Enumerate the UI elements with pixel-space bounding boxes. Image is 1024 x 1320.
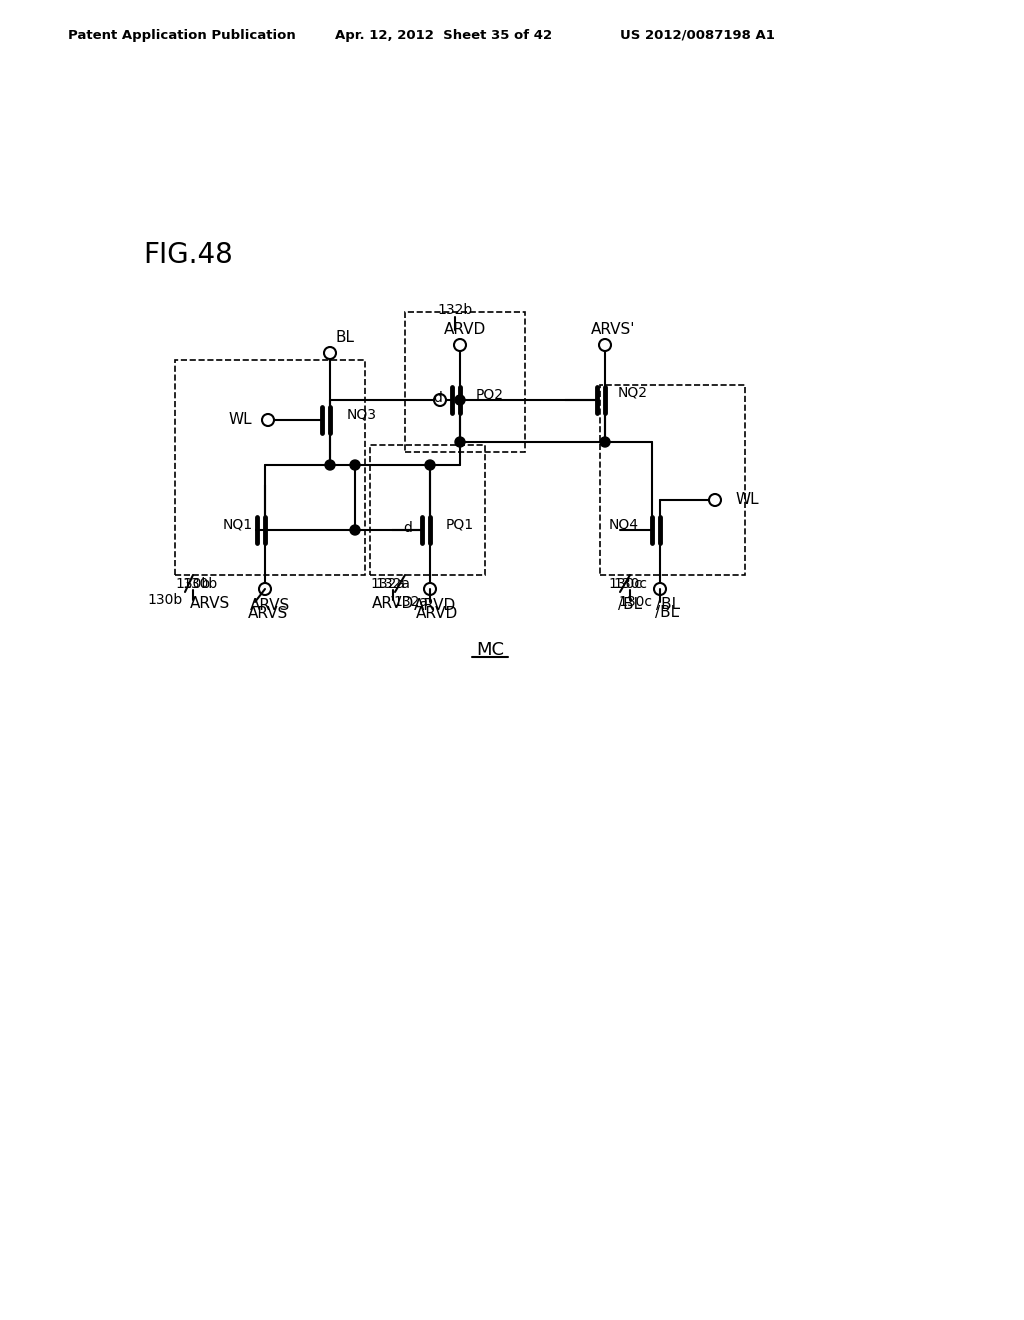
Text: 130c: 130c: [613, 577, 647, 591]
Bar: [370, 445, 485, 576]
Text: /BL: /BL: [656, 598, 680, 612]
Text: ARVS': ARVS': [591, 322, 635, 338]
Text: ARVS: ARVS: [189, 597, 230, 611]
Text: MC: MC: [476, 642, 504, 659]
Circle shape: [325, 459, 335, 470]
Text: PQ1: PQ1: [445, 517, 474, 532]
Text: ARVD: ARVD: [414, 598, 456, 612]
Text: NQ1: NQ1: [223, 517, 253, 532]
Text: ARVD: ARVD: [372, 597, 414, 611]
Bar: [175, 360, 365, 576]
Bar: [600, 385, 745, 576]
Text: FIG.48: FIG.48: [143, 242, 232, 269]
Text: Patent Application Publication: Patent Application Publication: [68, 29, 296, 41]
Bar: [406, 312, 525, 451]
Text: 132a: 132a: [376, 577, 411, 591]
Text: NQ2: NQ2: [618, 385, 648, 399]
Text: ARVD: ARVD: [443, 322, 486, 338]
Text: /BL: /BL: [655, 606, 679, 620]
Text: WL: WL: [228, 412, 252, 426]
Text: NQ4: NQ4: [609, 517, 639, 532]
Text: ARVD: ARVD: [416, 606, 458, 620]
Text: 132a: 132a: [371, 577, 406, 591]
Circle shape: [350, 525, 360, 535]
Text: ARVS: ARVS: [250, 598, 290, 612]
Text: /BL: /BL: [617, 597, 642, 611]
Text: d: d: [403, 521, 413, 535]
Text: NQ3: NQ3: [347, 408, 377, 422]
Text: 132a: 132a: [393, 595, 428, 609]
Text: 130c: 130c: [618, 595, 652, 609]
Text: 130b: 130b: [182, 577, 218, 591]
Text: Apr. 12, 2012  Sheet 35 of 42: Apr. 12, 2012 Sheet 35 of 42: [335, 29, 552, 41]
Circle shape: [455, 395, 465, 405]
Circle shape: [600, 437, 610, 447]
Text: PQ2: PQ2: [476, 388, 504, 403]
Text: 130b: 130b: [175, 577, 211, 591]
Text: US 2012/0087198 A1: US 2012/0087198 A1: [620, 29, 775, 41]
Circle shape: [425, 459, 435, 470]
Text: ARVS: ARVS: [248, 606, 288, 620]
Text: d: d: [433, 391, 442, 405]
Text: WL: WL: [735, 492, 759, 507]
Circle shape: [350, 459, 360, 470]
Circle shape: [455, 437, 465, 447]
Text: BL: BL: [336, 330, 354, 345]
Text: 130c: 130c: [608, 577, 642, 591]
Text: 130b: 130b: [147, 593, 183, 607]
Text: 132b: 132b: [437, 304, 473, 317]
